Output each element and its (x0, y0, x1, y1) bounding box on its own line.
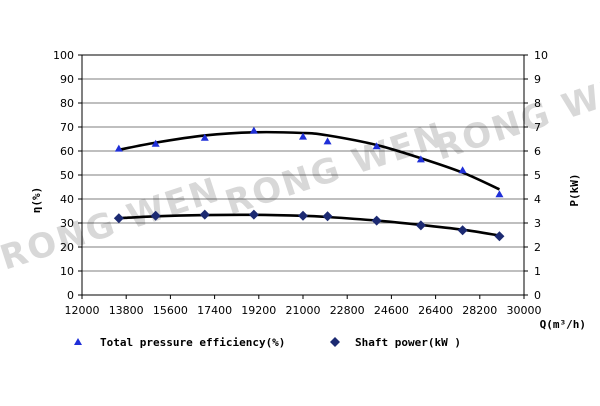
efficiency-point (114, 144, 123, 152)
plot-area-border (81, 54, 525, 296)
watermark-right: RONG WEN (430, 60, 600, 169)
x-tick-label: 17400 (197, 304, 232, 317)
efficiency-point (299, 132, 307, 140)
x-tick-label: 21000 (286, 304, 321, 317)
fit-curve-power (118, 213, 500, 237)
power-point (415, 220, 426, 231)
power-point (150, 210, 161, 221)
y-right-tick-label: 6 (534, 145, 541, 158)
x-tick-label: 24600 (374, 304, 409, 317)
y-left-tick-label: 10 (60, 265, 74, 278)
y-left-axis-label: η(%) (30, 187, 43, 214)
series-layer (113, 126, 505, 242)
efficiency-point (200, 133, 209, 141)
legend-label-efficiency: Total pressure efficiency(%) (100, 336, 285, 349)
power-point (457, 225, 468, 236)
power-point (298, 210, 308, 221)
y-right-tick-label: 10 (534, 49, 548, 62)
efficiency-point (249, 126, 258, 134)
x-tick-label: 13800 (109, 304, 144, 317)
y-left-tick-label: 90 (60, 73, 74, 86)
y-right-tick-label: 3 (534, 217, 541, 230)
legend-marker-efficiency (74, 338, 82, 345)
y-left-tick-label: 50 (60, 169, 74, 182)
y-right-tick-label: 7 (534, 121, 541, 134)
y-right-tick-label: 8 (534, 97, 541, 110)
efficiency-point (495, 190, 504, 198)
x-tick-label: 15600 (153, 304, 188, 317)
x-tick-label: 28200 (462, 304, 497, 317)
x-tick-label: 26400 (418, 304, 453, 317)
legend-marker-power (330, 337, 340, 347)
power-point (113, 213, 124, 224)
y-left-tick-label: 80 (60, 97, 74, 110)
y-right-tick-label: 1 (534, 265, 541, 278)
y-right-axis-ticks: 0 1 2 3 4 5 6 7 8 9 10 (524, 49, 548, 302)
power-point (494, 231, 505, 242)
efficiency-point (323, 137, 332, 145)
fit-curve-efficiency (118, 130, 500, 191)
y-left-tick-label: 70 (60, 121, 74, 134)
x-tick-label: 30000 (507, 304, 542, 317)
grid-lines (82, 78, 524, 272)
power-point (371, 215, 382, 226)
efficiency-point (151, 139, 160, 147)
efficiency-point (372, 142, 381, 150)
y-left-tick-label: 30 (60, 217, 74, 230)
y-left-tick-label: 20 (60, 241, 74, 254)
y-right-tick-label: 9 (534, 73, 541, 86)
y-left-tick-label: 40 (60, 193, 74, 206)
efficiency-point (458, 166, 467, 174)
y-left-tick-label: 0 (67, 289, 74, 302)
x-tick-label: 19200 (241, 304, 276, 317)
y-right-tick-label: 2 (534, 241, 541, 254)
y-right-tick-label: 4 (534, 193, 541, 206)
y-right-tick-label: 0 (534, 289, 541, 302)
x-tick-label: 22800 (330, 304, 365, 317)
legend: Total pressure efficiency(%) Shaft power… (74, 336, 461, 349)
x-tick-label: 12000 (65, 304, 100, 317)
y-left-tick-label: 60 (60, 145, 74, 158)
y-right-tick-label: 5 (534, 169, 541, 182)
y-right-axis-label: P(kW) (568, 173, 581, 206)
power-point (322, 211, 333, 222)
watermark-left: RONG WEN (0, 170, 225, 279)
x-axis-label: Q(m³/h) (540, 318, 586, 331)
power-point (248, 209, 259, 220)
legend-label-power: Shaft power(kW ) (355, 336, 461, 349)
y-left-axis-ticks: 0 10 20 30 40 50 60 70 80 90 100 (53, 49, 82, 302)
power-point (199, 209, 210, 220)
x-axis-ticks: 12000 13800 15600 17400 19200 21000 22800 24600… (65, 295, 542, 317)
y-left-tick-label: 100 (53, 49, 74, 62)
efficiency-point (416, 155, 425, 163)
